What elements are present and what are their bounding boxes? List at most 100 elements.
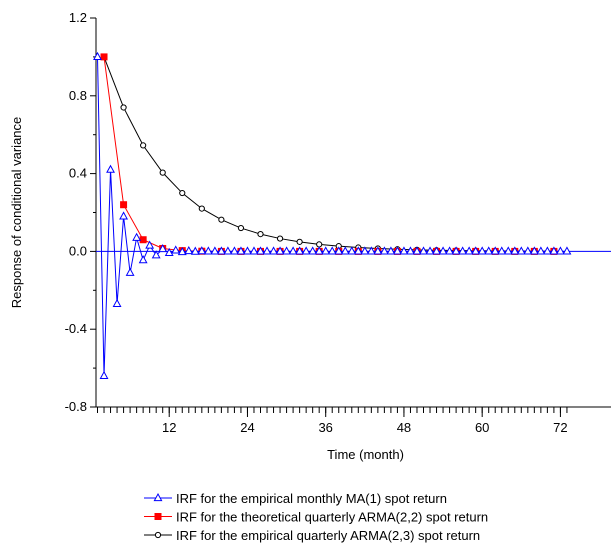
legend-label-3: IRF for the empirical quarterly ARMA(2,3… [176, 528, 480, 543]
series-1-point [164, 247, 174, 257]
series-1-point [386, 246, 396, 255]
series-3-point [198, 205, 205, 212]
series-1 [93, 51, 572, 379]
series-1-point [288, 246, 298, 255]
legend-marker-1 [153, 492, 163, 502]
series-1-point [308, 246, 318, 255]
series-1-point [256, 246, 265, 255]
series-1-point [445, 246, 455, 255]
series-1-point [184, 245, 194, 255]
series-1-point [392, 246, 402, 255]
series-1-point [510, 246, 520, 255]
series-3-point [296, 238, 303, 245]
legend-marker-3 [154, 531, 162, 539]
x-tick-label: 72 [553, 420, 567, 435]
series-1-point [216, 246, 226, 255]
series-1-point [295, 246, 305, 255]
legend-label-2: IRF for the theoretical quarterly ARMA(2… [176, 510, 488, 525]
series-1-point [327, 246, 337, 255]
series-3-point [120, 104, 127, 111]
y-tick-label: 0.8 [69, 88, 87, 103]
series-1-point [171, 245, 181, 254]
series-1-point [353, 246, 363, 255]
series-1-point [562, 246, 572, 255]
series-1-point [549, 246, 559, 255]
y-tick-label: 0.4 [69, 166, 87, 181]
series-1-point [282, 246, 292, 255]
x-tick-label: 36 [318, 420, 332, 435]
series-1-point [321, 246, 331, 255]
series-1-point [477, 246, 487, 255]
series-1-point [138, 255, 148, 264]
y-tick-label: 1.2 [69, 10, 87, 25]
series-1-point [119, 211, 129, 220]
series-1-point [379, 246, 389, 255]
series-3-point [179, 189, 186, 197]
series-3 [100, 53, 558, 255]
series-group [93, 51, 572, 379]
series-1-point [197, 246, 207, 255]
series-1-point [497, 246, 507, 255]
y-tick-label: -0.4 [65, 321, 87, 336]
x-tick-label: 24 [240, 420, 254, 435]
x-tick-label: 48 [397, 420, 411, 435]
series-1-point [177, 246, 187, 256]
series-1-point [314, 246, 324, 255]
series-1-point [555, 246, 565, 255]
x-tick-label: 12 [162, 420, 176, 435]
series-1-point [458, 246, 468, 255]
x-axis-title: Time (month) [327, 447, 404, 462]
series-1-point [243, 246, 252, 255]
legend-label-1: IRF for the empirical monthly MA(1) spot… [176, 491, 447, 506]
series-1-point [425, 246, 435, 255]
series-1-point [106, 164, 115, 173]
series-1-point [269, 246, 278, 255]
series-1-point [471, 246, 481, 255]
series-2-point [139, 236, 147, 244]
series-2-point [100, 53, 108, 61]
y-axis-title: Response of conditional variance [9, 117, 24, 309]
series-1-point [190, 246, 200, 255]
series-1-point [432, 246, 441, 255]
series-2-line [103, 56, 554, 252]
series-1-point [366, 246, 376, 255]
x-tick-label: 60 [475, 420, 489, 435]
series-3-point [237, 224, 245, 232]
series-1-point [399, 246, 409, 255]
series-1-point [125, 267, 135, 276]
series-1-point [334, 246, 344, 255]
series-1-point [347, 246, 357, 255]
series-1-point [301, 246, 311, 255]
series-1-point [438, 246, 448, 255]
series-1-point [419, 246, 428, 255]
series-1-point [340, 246, 350, 255]
series-1-point [529, 246, 539, 255]
series-1-line [97, 56, 567, 376]
series-1-point [360, 246, 370, 255]
series-1-point [464, 246, 474, 255]
series-1-point [503, 246, 513, 255]
axes: -0.8 -0.4 0.0 0.4 0.8 1.2 12 24 36 48 60 72 [65, 10, 611, 435]
series-1-point [132, 232, 142, 241]
series-3-point [316, 241, 323, 248]
series-1-point [490, 246, 500, 255]
series-3-point [218, 216, 225, 223]
series-3-point [159, 169, 166, 176]
series-2-point [120, 201, 128, 209]
series-1-point [412, 246, 422, 255]
y-tick-label: -0.8 [65, 399, 87, 414]
series-1-point [112, 298, 122, 308]
series-1-point [210, 246, 220, 255]
series-1-point [484, 246, 494, 255]
series-1-point [275, 246, 285, 255]
series-1-point [145, 240, 155, 249]
series-1-point [451, 246, 461, 255]
series-1-point [516, 246, 526, 255]
series-1-point [236, 246, 246, 255]
series-3-point [276, 235, 284, 242]
series-3-line [103, 56, 554, 252]
series-1-point [93, 51, 102, 60]
series-1-point [373, 246, 383, 255]
legend-marker-2 [154, 513, 162, 520]
